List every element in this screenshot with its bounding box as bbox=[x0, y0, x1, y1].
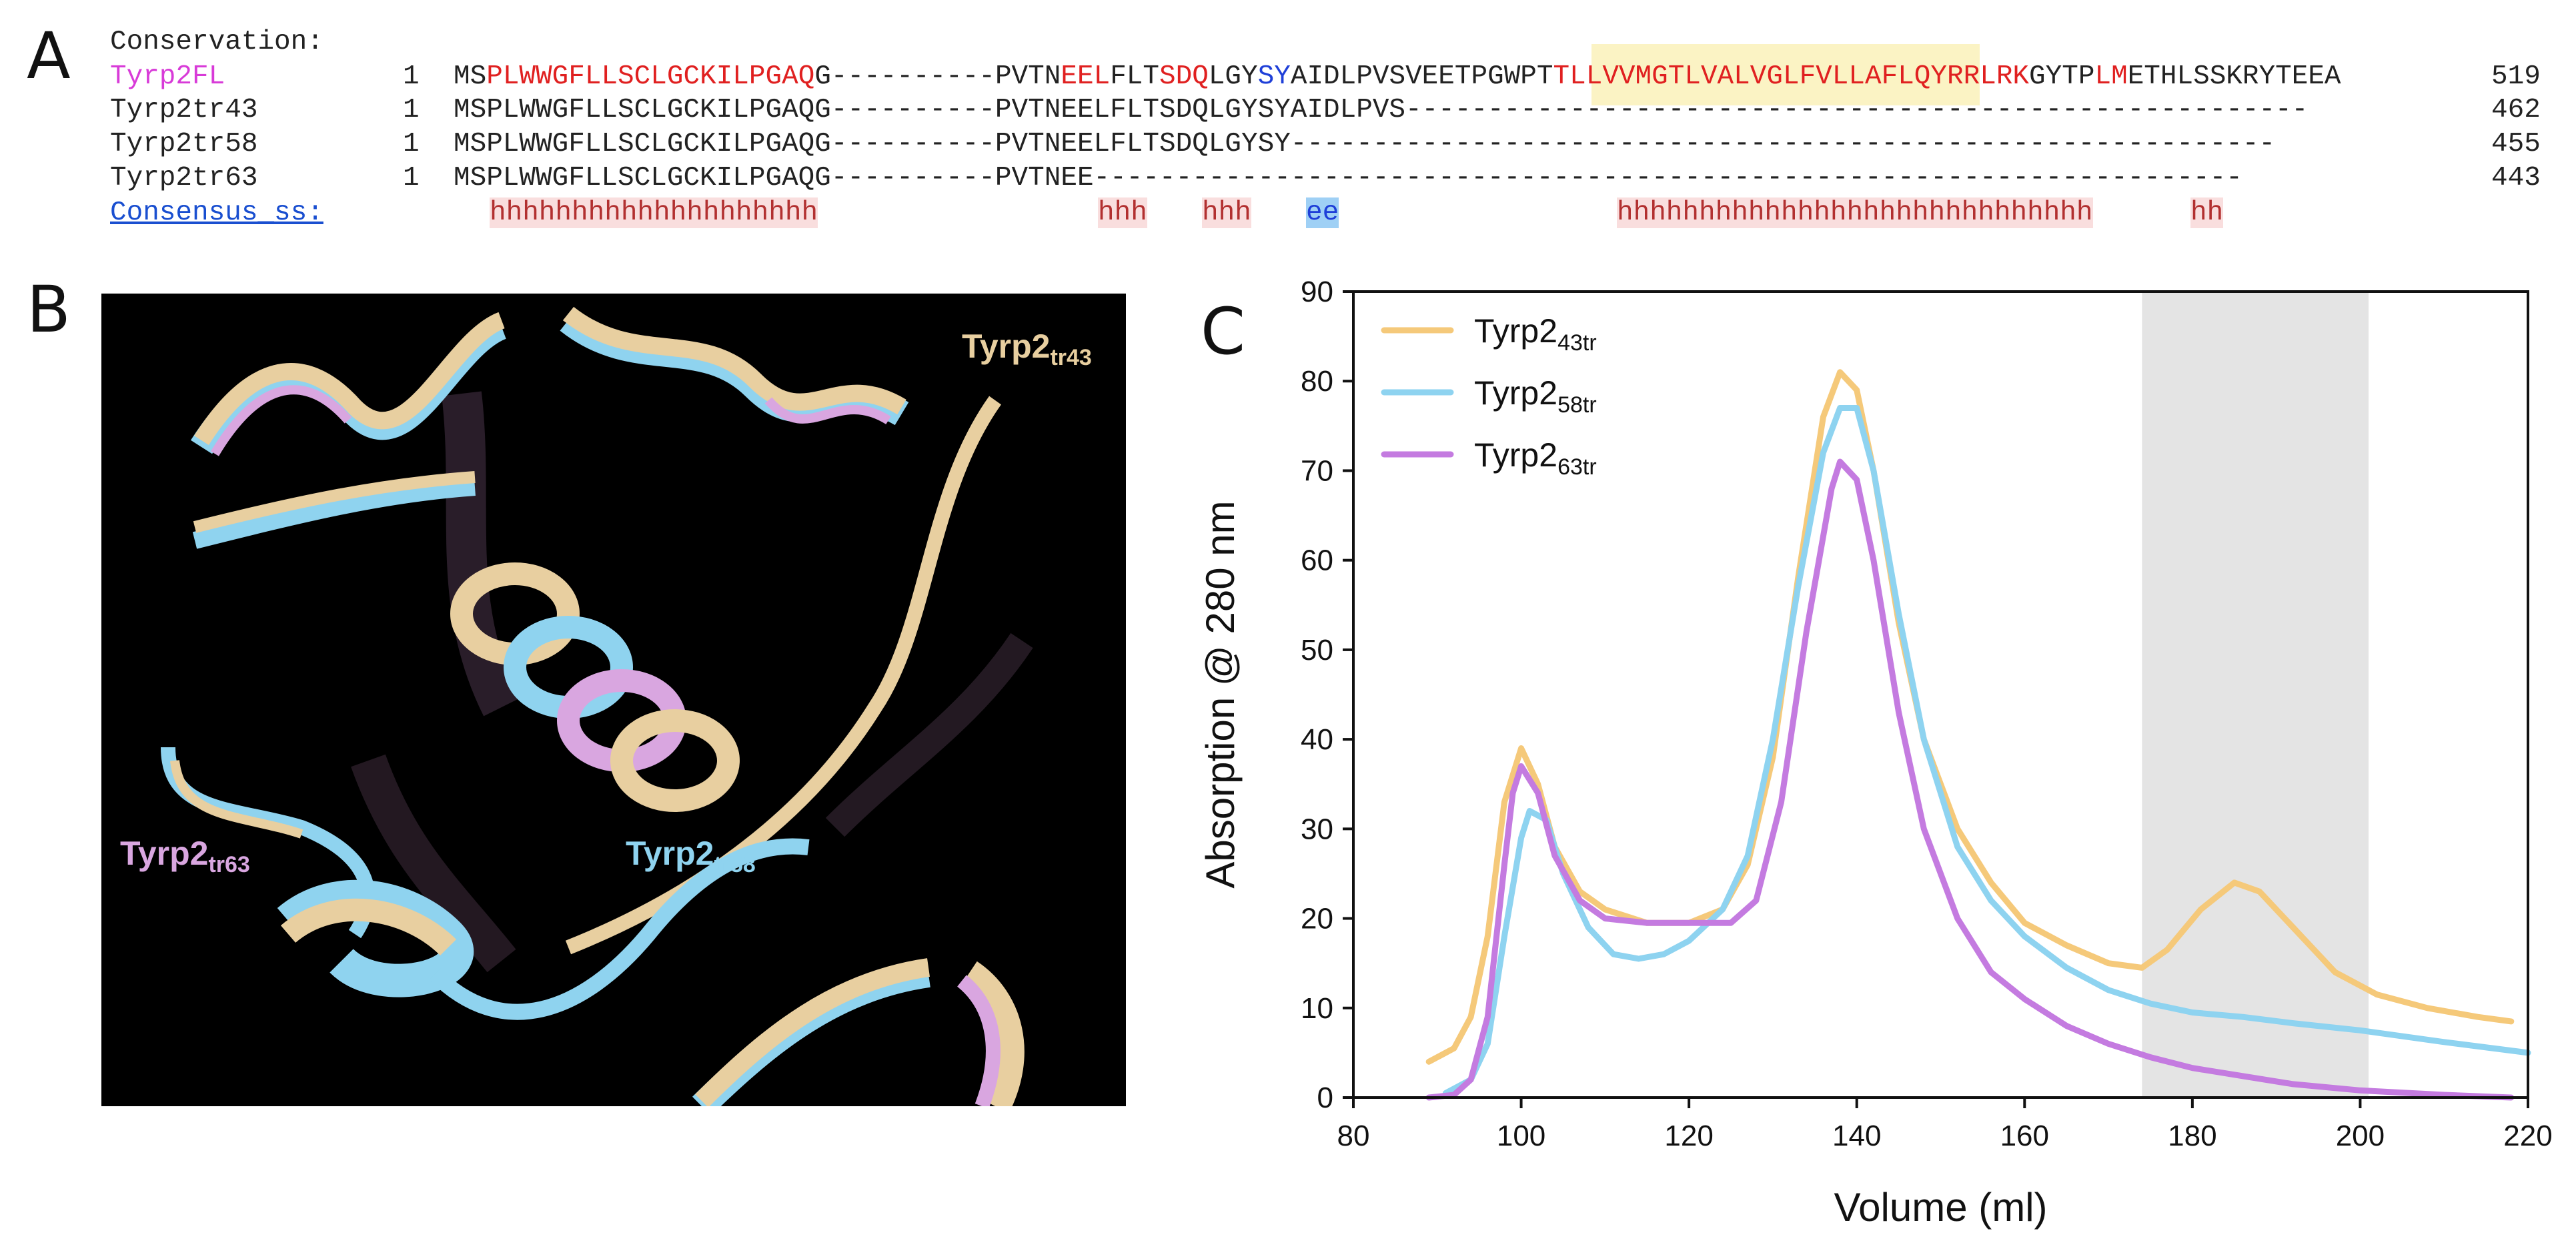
row-end: 443 bbox=[2491, 163, 2541, 193]
panel-label-c: C bbox=[1201, 294, 1245, 369]
conservation-header: Conservation: bbox=[110, 27, 324, 57]
series-line-63tr bbox=[1425, 458, 2515, 1101]
y-tick-label: 0 bbox=[1317, 1082, 1333, 1114]
series-line-58tr bbox=[1442, 405, 2531, 1096]
x-tick-label: 160 bbox=[2000, 1120, 2049, 1152]
legend-label: Tyrp258tr bbox=[1474, 374, 1597, 418]
x-tick-label: 80 bbox=[1337, 1120, 1370, 1152]
row-seq-tyrp2tr63: MSPLWWGFLLSCLGCKILPGAQG----------PVTNEE-… bbox=[454, 163, 2242, 193]
row-name-tyrp2tr58: Tyrp2tr58 bbox=[110, 129, 258, 159]
label-tyrp2-tr43: Tyrp2tr43 bbox=[962, 328, 1092, 370]
y-tick-label: 70 bbox=[1301, 454, 1333, 487]
row-end: 462 bbox=[2491, 95, 2541, 125]
y-tick-label: 20 bbox=[1301, 903, 1333, 935]
x-tick-label: 100 bbox=[1497, 1120, 1545, 1152]
row-start: 1 bbox=[403, 61, 420, 92]
x-tick-label: 180 bbox=[2168, 1120, 2216, 1152]
x-tick-label: 220 bbox=[2503, 1120, 2552, 1152]
row-name-tyrp2fl: Tyrp2FL bbox=[110, 61, 225, 92]
row-start: 1 bbox=[403, 95, 420, 125]
shaded-region bbox=[2142, 292, 2369, 1098]
row-end: 455 bbox=[2491, 129, 2541, 159]
y-tick-label: 90 bbox=[1301, 276, 1333, 308]
consensus-ss-h4: hhhhhhhhhhhhhhhhhhhhhhhhhhhhh bbox=[1617, 197, 2093, 228]
y-tick-label: 60 bbox=[1301, 544, 1333, 577]
x-tick-label: 200 bbox=[2336, 1120, 2385, 1152]
consensus-ss-h1: hhhhhhhhhhhhhhhhhhhh bbox=[490, 197, 818, 228]
consensus-ss-e1: ee bbox=[1306, 197, 1339, 228]
x-axis-label: Volume (ml) bbox=[1834, 1185, 2047, 1230]
label-tyrp2-tr58: Tyrp2tr58 bbox=[626, 835, 756, 877]
y-tick-label: 10 bbox=[1301, 992, 1333, 1025]
structure-image: Tyrp2tr43 Tyrp2tr63 Tyrp2tr58 bbox=[101, 294, 1126, 1106]
x-tick-label: 120 bbox=[1664, 1120, 1713, 1152]
consensus-ss-h5: hh bbox=[2190, 197, 2224, 228]
row-name-tyrp2tr43: Tyrp2tr43 bbox=[110, 95, 258, 125]
y-tick-label: 50 bbox=[1301, 634, 1333, 667]
row-start: 1 bbox=[403, 129, 420, 159]
row-start: 1 bbox=[403, 163, 420, 193]
consensus-ss-h3: hhh bbox=[1202, 197, 1251, 228]
consensus-ss-h2: hhh bbox=[1098, 197, 1147, 228]
panel-label-b: B bbox=[27, 272, 71, 347]
row-name-tyrp2tr63: Tyrp2tr63 bbox=[110, 163, 258, 193]
y-tick-label: 40 bbox=[1301, 723, 1333, 756]
consensus-ss-link[interactable]: Consensus_ss: bbox=[110, 197, 324, 228]
ribbon-illustration bbox=[161, 306, 1033, 1106]
legend-label: Tyrp263tr bbox=[1474, 436, 1597, 480]
y-tick-label: 30 bbox=[1301, 813, 1333, 845]
label-tyrp2-tr63: Tyrp2tr63 bbox=[120, 835, 250, 877]
row-seq-tyrp2tr43: MSPLWWGFLLSCLGCKILPGAQG----------PVTNEEL… bbox=[454, 95, 2309, 125]
row-seq-tyrp2tr58: MSPLWWGFLLSCLGCKILPGAQG----------PVTNEEL… bbox=[454, 129, 2276, 159]
y-axis-label: Absorption @ 280 nm bbox=[1198, 500, 1243, 888]
y-tick-label: 80 bbox=[1301, 365, 1333, 398]
x-tick-label: 140 bbox=[1832, 1120, 1881, 1152]
legend-label: Tyrp243tr bbox=[1474, 312, 1597, 356]
tm-helix-highlight bbox=[1591, 44, 1980, 105]
row-end: 519 bbox=[2491, 61, 2541, 92]
plot-frame bbox=[1352, 290, 2529, 1099]
row-seq-tyrp2fl: MSPLWWGFLLSCLGCKILPGAQG----------PVTNEEL… bbox=[454, 61, 2341, 92]
panel-label-a: A bbox=[27, 19, 71, 93]
